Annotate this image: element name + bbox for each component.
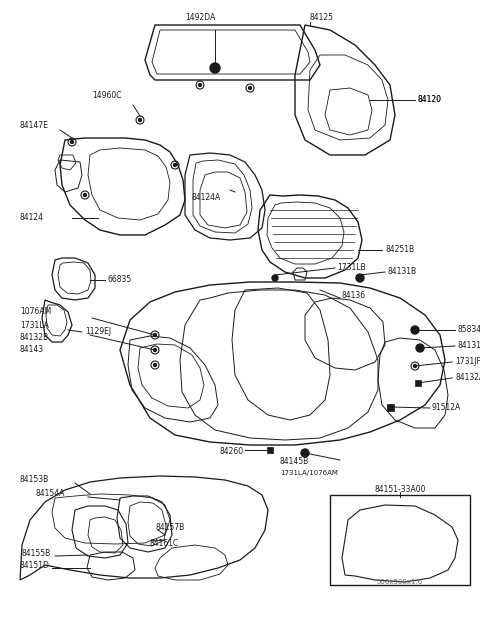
Text: 1731JF: 1731JF xyxy=(455,358,480,366)
Bar xyxy=(415,380,421,386)
Text: 1731LA: 1731LA xyxy=(20,321,49,329)
Text: 84136: 84136 xyxy=(342,292,366,300)
Text: 84147E: 84147E xyxy=(20,121,49,129)
Text: 84154A: 84154A xyxy=(35,490,64,498)
Bar xyxy=(386,404,394,410)
Text: 84132A: 84132A xyxy=(455,373,480,383)
Text: 84120: 84120 xyxy=(418,95,442,105)
Text: 84151D: 84151D xyxy=(20,561,50,571)
Text: 91512A: 91512A xyxy=(432,404,461,412)
Text: 84124A: 84124A xyxy=(192,194,221,202)
Text: 84151-33A00: 84151-33A00 xyxy=(374,485,426,495)
Text: 66835: 66835 xyxy=(107,275,131,285)
Text: 84132B: 84132B xyxy=(20,334,49,342)
Circle shape xyxy=(416,344,424,352)
Circle shape xyxy=(272,275,278,281)
Text: 84153B: 84153B xyxy=(20,475,49,485)
Circle shape xyxy=(173,163,177,167)
Text: 1731LA/1076AM: 1731LA/1076AM xyxy=(280,470,338,476)
Circle shape xyxy=(411,326,419,334)
Text: 1731LB: 1731LB xyxy=(337,264,366,272)
Text: 84131D: 84131D xyxy=(458,342,480,350)
Circle shape xyxy=(210,63,220,73)
Bar xyxy=(330,495,470,585)
Text: 1129EJ: 1129EJ xyxy=(85,327,111,337)
Circle shape xyxy=(356,274,364,282)
Circle shape xyxy=(413,365,417,368)
Text: 14960C: 14960C xyxy=(92,90,121,100)
Text: 1076AM: 1076AM xyxy=(20,308,51,316)
Text: 84131B: 84131B xyxy=(388,267,417,277)
Circle shape xyxy=(301,449,309,457)
Text: 1492DA: 1492DA xyxy=(185,14,215,22)
Text: 84161C: 84161C xyxy=(150,539,179,547)
Circle shape xyxy=(71,141,73,144)
Bar xyxy=(267,447,273,453)
Text: 84145B: 84145B xyxy=(280,457,309,467)
Circle shape xyxy=(84,194,86,196)
Text: 84251B: 84251B xyxy=(385,246,414,254)
Text: 84125: 84125 xyxy=(310,14,334,22)
Text: 84143: 84143 xyxy=(20,345,44,355)
Circle shape xyxy=(199,84,202,87)
Circle shape xyxy=(249,87,252,90)
Circle shape xyxy=(139,118,142,121)
Text: 84120: 84120 xyxy=(418,95,442,105)
Text: 84260: 84260 xyxy=(220,448,244,456)
Text: 85834A: 85834A xyxy=(458,326,480,334)
Circle shape xyxy=(154,334,156,337)
Text: 84124: 84124 xyxy=(20,214,44,222)
Circle shape xyxy=(154,363,156,366)
Text: 84155B: 84155B xyxy=(22,550,51,558)
Text: 84157B: 84157B xyxy=(155,524,184,532)
Text: 500x500x1.6: 500x500x1.6 xyxy=(377,579,423,585)
Circle shape xyxy=(154,348,156,352)
